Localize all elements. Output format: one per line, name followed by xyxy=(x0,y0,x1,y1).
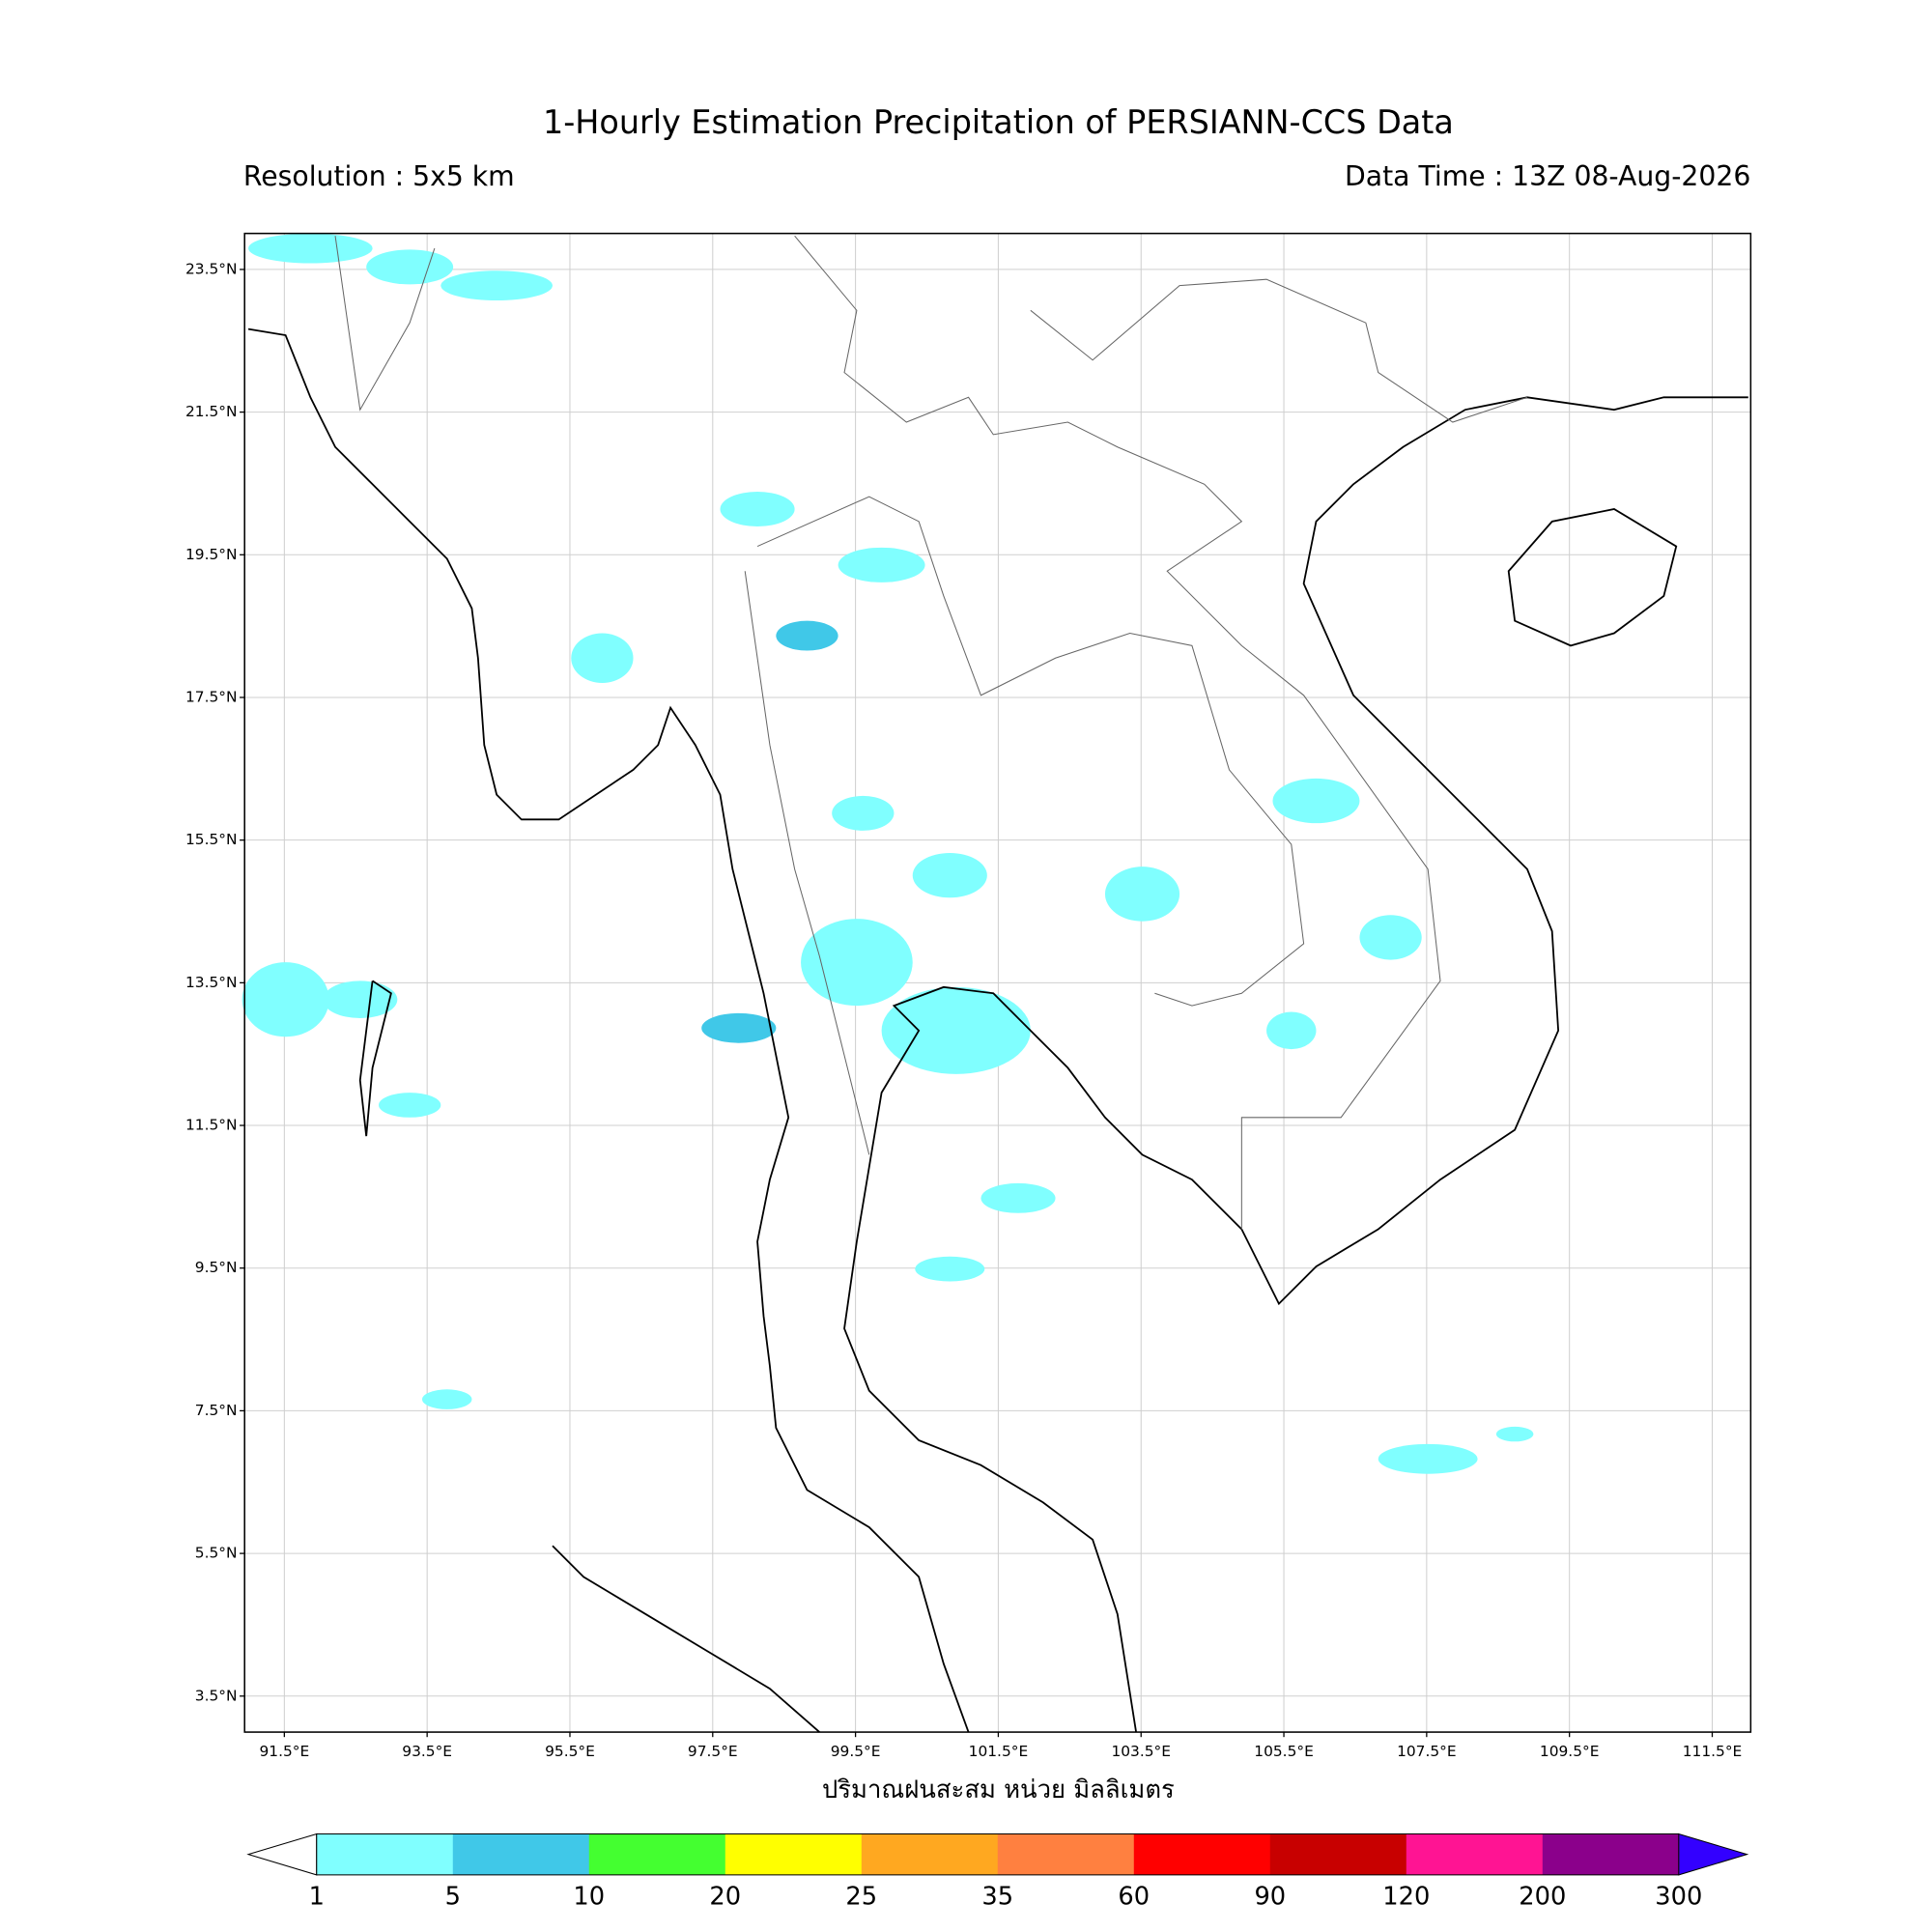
y-tick-label: 15.5°N xyxy=(185,831,238,848)
colorbar-bin xyxy=(316,1833,454,1875)
colorbar-label: 90 xyxy=(1254,1883,1286,1912)
colorbar-label: 5 xyxy=(445,1883,461,1912)
colorbar-bin xyxy=(861,1833,999,1875)
grid xyxy=(244,233,1751,1733)
colorbar-over xyxy=(1678,1833,1749,1876)
y-tick-label: 21.5°N xyxy=(185,403,238,420)
colorbar-under xyxy=(246,1833,318,1876)
colorbar-label: 20 xyxy=(709,1883,741,1912)
colorbar-label: 200 xyxy=(1519,1883,1566,1912)
title: 1-Hourly Estimation Precipitation of PER… xyxy=(543,103,1454,141)
coastlines xyxy=(247,235,1748,1733)
colorbar-label: 25 xyxy=(845,1883,877,1912)
x-tick-label: 109.5°E xyxy=(1540,1743,1600,1760)
colorbar-frame xyxy=(316,1833,1680,1876)
y-tick-label: 11.5°N xyxy=(185,1117,238,1134)
colorbar-bin xyxy=(1406,1833,1544,1875)
axis-ticks: 23.5°N 21.5°N 19.5°N 17.5°N 15.5°N 13.5°N 11.5… xyxy=(185,260,1742,1760)
x-tick-label: 107.5°E xyxy=(1397,1743,1457,1760)
colorbar-bin xyxy=(1269,1833,1407,1875)
y-tick-label: 19.5°N xyxy=(185,546,238,563)
x-tick-label: 99.5°E xyxy=(831,1743,881,1760)
x-tick-label: 97.5°E xyxy=(688,1743,738,1760)
colorbar-bin xyxy=(588,1833,726,1875)
colorbar-label: 35 xyxy=(981,1883,1013,1912)
y-tick-label: 3.5°N xyxy=(195,1687,238,1704)
x-tick-label: 111.5°E xyxy=(1683,1743,1743,1760)
y-tick-label: 23.5°N xyxy=(185,260,238,277)
colorbar-label: 60 xyxy=(1118,1883,1150,1912)
x-tick-label: 103.5°E xyxy=(1111,1743,1171,1760)
x-tick-label: 105.5°E xyxy=(1254,1743,1314,1760)
colorbar-bin xyxy=(452,1833,590,1875)
colorbar-bin xyxy=(724,1833,863,1875)
x-tick-label: 93.5°E xyxy=(402,1743,452,1760)
subtitle-right: Data Time : 13Z 08-Aug-2026 xyxy=(1345,160,1750,192)
x-axis-label: ปริมาณฝนสะสม หน่วย มิลลิเมตร xyxy=(822,1776,1175,1804)
colorbar-bin xyxy=(1542,1833,1680,1875)
colorbar-label: 10 xyxy=(573,1883,605,1912)
rain-field xyxy=(242,233,1534,1474)
colorbar-label: 300 xyxy=(1655,1883,1702,1912)
colorbar-bin xyxy=(997,1833,1135,1875)
x-tick-label: 91.5°E xyxy=(259,1743,309,1760)
y-tick-label: 13.5°N xyxy=(185,974,238,991)
colorbar: 1 5 10 20 25 35 60 90 120 200 300 xyxy=(246,1833,1749,1912)
y-tick-label: 7.5°N xyxy=(195,1402,238,1419)
x-tick-label: 101.5°E xyxy=(969,1743,1029,1760)
subtitle-left: Resolution : 5x5 km xyxy=(243,160,515,192)
colorbar-label: 1 xyxy=(309,1883,325,1912)
x-tick-label: 95.5°E xyxy=(545,1743,595,1760)
y-tick-label: 5.5°N xyxy=(195,1545,238,1562)
colorbar-bin xyxy=(1133,1833,1271,1875)
colorbar-label: 120 xyxy=(1382,1883,1430,1912)
y-tick-label: 17.5°N xyxy=(185,688,238,705)
y-tick-label: 9.5°N xyxy=(195,1259,238,1276)
